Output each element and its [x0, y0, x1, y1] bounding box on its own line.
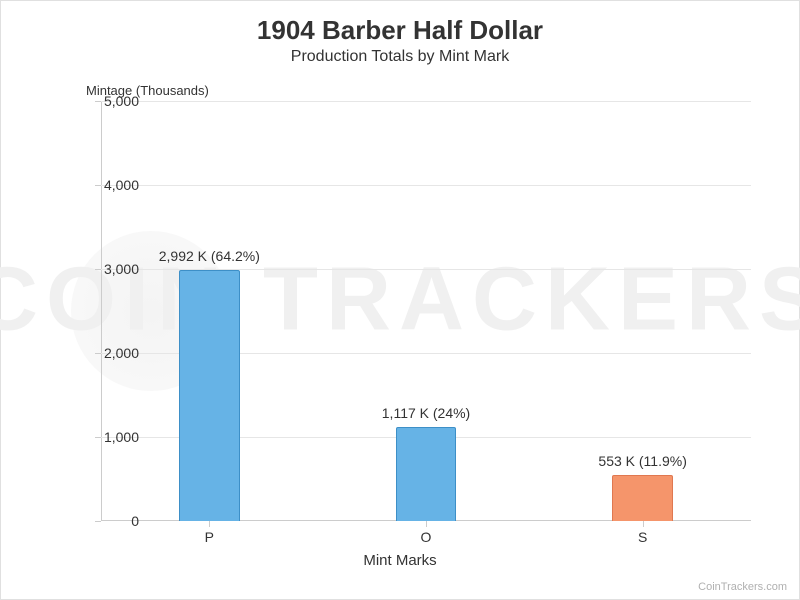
y-tick-label: 3,000 [79, 261, 139, 277]
gridline [101, 101, 751, 102]
gridline [101, 185, 751, 186]
x-tick-mark [426, 521, 427, 527]
bar [612, 475, 673, 521]
bar-value-label: 2,992 K (64.2%) [159, 248, 260, 264]
x-tick-label: S [613, 529, 673, 545]
bar [396, 427, 457, 521]
y-tick-label: 4,000 [79, 177, 139, 193]
chart-title: 1904 Barber Half Dollar [1, 15, 799, 46]
y-tick-label: 2,000 [79, 345, 139, 361]
y-axis-line [101, 101, 102, 521]
title-block: 1904 Barber Half Dollar Production Total… [1, 15, 799, 66]
x-axis-title: Mint Marks [1, 552, 799, 569]
bar [179, 270, 240, 521]
attribution: CoinTrackers.com [698, 581, 787, 593]
chart-subtitle: Production Totals by Mint Mark [1, 48, 799, 66]
y-tick-label: 5,000 [79, 93, 139, 109]
y-tick-label: 1,000 [79, 429, 139, 445]
x-tick-mark [643, 521, 644, 527]
bar-value-label: 1,117 K (24%) [382, 405, 470, 421]
x-tick-label: O [396, 529, 456, 545]
x-tick-mark [209, 521, 210, 527]
x-tick-label: P [179, 529, 239, 545]
bar-value-label: 553 K (11.9%) [598, 453, 686, 469]
y-tick-label: 0 [79, 513, 139, 529]
